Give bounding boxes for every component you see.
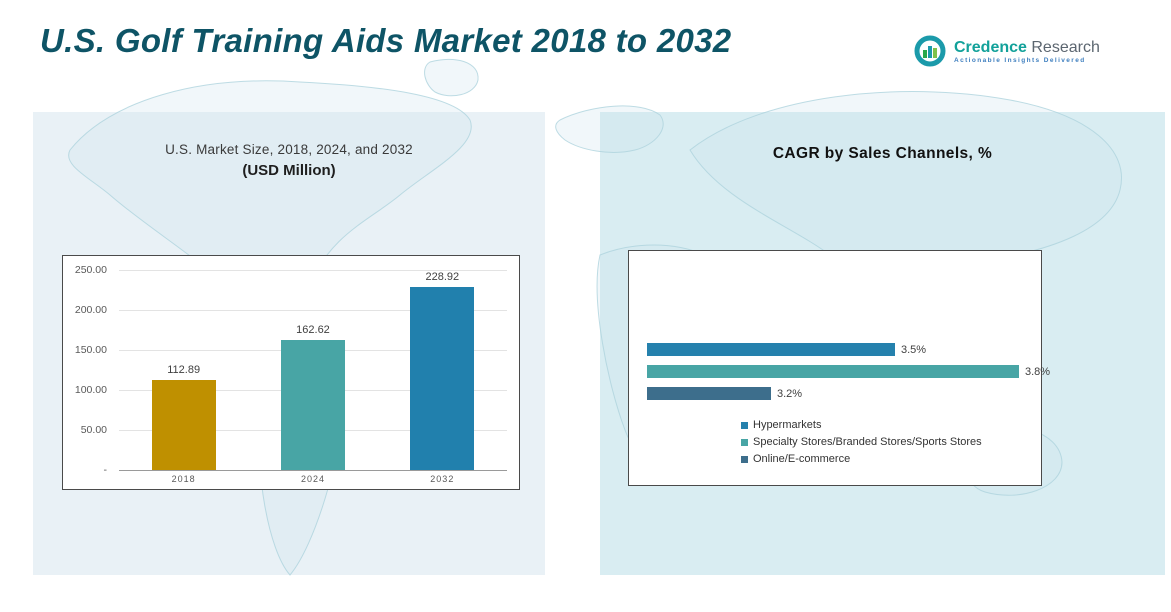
y-tick-label: 100.00 [74,384,107,396]
credence-research-logo: Credence Research Actionable Insights De… [913,34,1100,68]
logo-name-research: Research [1031,38,1100,56]
hbar-row: 3.5% [647,343,1050,356]
left-chart-heading: U.S. Market Size, 2018, 2024, and 2032 (… [33,142,545,179]
y-tick-label: - [103,464,108,476]
x-category-label: 2018 [171,474,196,484]
hbar-plot-area: 3.5% 3.8% 3.2% [647,343,1050,409]
right-chart-title: CAGR by Sales Channels, % [772,145,993,162]
x-category-label: 2032 [430,474,455,484]
bar-value-label: 3.5% [901,343,927,356]
bar-specialty-stores-branded-stores-sports-stores [647,365,1019,378]
bar-plot-area: 112.89 2018 162.62 2024 228.92 2032 [119,270,507,484]
logo-name: Credence Research [954,39,1100,56]
bar-group-2032: 228.92 2032 [410,270,475,484]
legend-swatch [741,455,748,463]
hbar-row: 3.2% [647,387,1050,400]
legend-label: Online/E-commerce [753,453,851,465]
market-size-chart: 250.00 200.00 150.00 100.00 50.00 - 112.89 201… [62,255,520,490]
logo-name-credence: Credence [954,38,1027,56]
bar-value-label: 228.92 [425,271,460,283]
legend-item: Hypermarkets [741,419,982,431]
y-axis: 250.00 200.00 150.00 100.00 50.00 - [63,256,113,489]
bar-value-label: 162.62 [296,324,330,336]
legend-label: Specialty Stores/Branded Stores/Sports S… [753,436,982,448]
hbar-row: 3.8% [647,365,1050,378]
y-tick-label: 250.00 [74,264,107,276]
y-tick-label: 150.00 [74,344,107,356]
page-title: U.S. Golf Training Aids Market 2018 to 2… [40,22,732,59]
x-category-label: 2024 [300,474,325,484]
logo-text: Credence Research Actionable Insights De… [954,39,1100,64]
legend-swatch [741,438,748,446]
credence-logo-icon [914,35,946,67]
legend: Hypermarkets Specialty Stores/Branded Sto… [741,419,982,470]
legend-item: Online/E-commerce [741,453,982,465]
bar-value-label: 3.2% [777,387,803,400]
legend-swatch [741,421,748,429]
x-axis-line [119,470,507,471]
bar-value-label: 3.8% [1025,365,1051,378]
bar-2018 [151,380,216,470]
bar-2032 [410,287,475,470]
legend-label: Hypermarkets [753,419,822,431]
bar-2024 [280,340,345,470]
bar-online-e-commerce [647,387,771,400]
logo-tagline: Actionable Insights Delivered [954,56,1086,64]
bar-group-2018: 112.89 2018 [151,270,216,484]
bar-value-label: 112.89 [167,364,201,376]
legend-item: Specialty Stores/Branded Stores/Sports S… [741,436,982,448]
left-chart-title: U.S. Market Size, 2018, 2024, and 2032 [165,142,413,157]
cagr-chart: 3.5% 3.8% 3.2% Hypermarkets Specialty Store… [628,250,1050,486]
bar-group-2024: 162.62 2024 [280,270,345,484]
left-chart-subtitle: (USD Million) [242,162,336,179]
bar-hypermarkets [647,343,895,356]
y-tick-label: 200.00 [74,304,107,316]
y-tick-label: 50.00 [80,424,107,436]
